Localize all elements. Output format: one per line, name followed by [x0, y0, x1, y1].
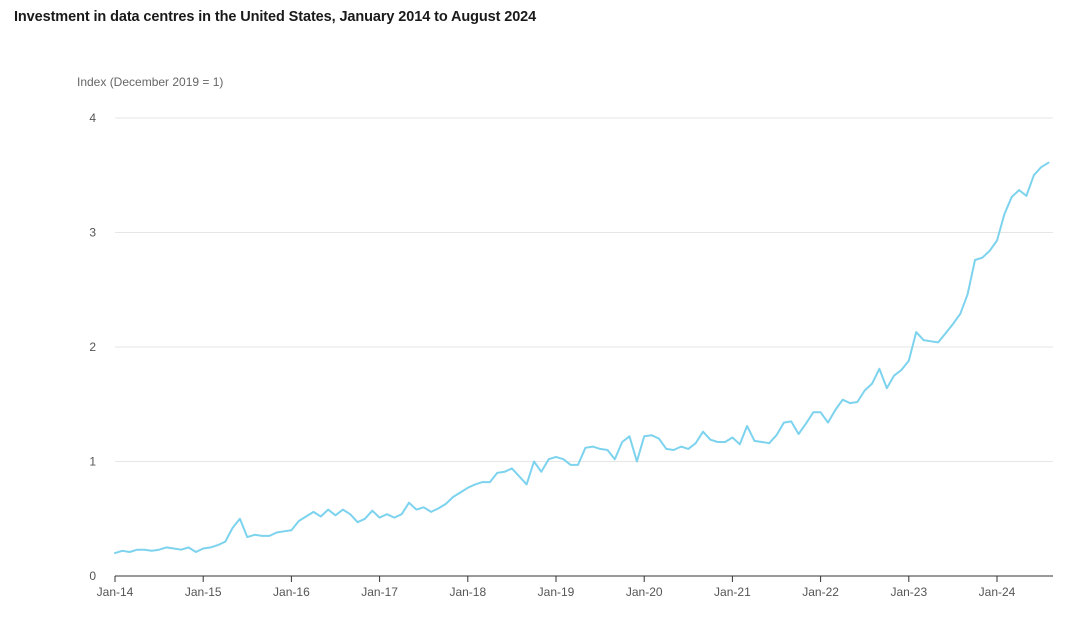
x-tick-label: Jan-14: [97, 585, 134, 599]
x-tick-label: Jan-20: [626, 585, 663, 599]
y-tick-label: 4: [89, 111, 96, 125]
x-tick-label: Jan-21: [714, 585, 751, 599]
x-tick-label: Jan-19: [538, 585, 575, 599]
series-line: [114, 161, 1050, 555]
x-tick-label: Jan-24: [979, 585, 1016, 599]
y-tick-labels: 0 1 2 3 4: [89, 111, 96, 583]
x-tick-label: Jan-18: [449, 585, 486, 599]
x-tick-label: Jan-16: [273, 585, 310, 599]
y-axis-label: Index (December 2019 = 1): [77, 75, 224, 89]
x-tick-label: Jan-22: [802, 585, 839, 599]
chart-title: Investment in data centres in the United…: [14, 9, 537, 25]
x-tick-label: Jan-15: [185, 585, 222, 599]
x-axis: Jan-14 Jan-15 Jan-16 Jan-17 Jan-18 Jan-19 Jan-…: [97, 575, 1053, 599]
x-tick-label: Jan-23: [890, 585, 927, 599]
gridlines: [115, 117, 1053, 462]
y-tick-label: 3: [89, 226, 96, 240]
y-tick-label: 0: [89, 569, 96, 583]
x-tick-label: Jan-17: [361, 585, 398, 599]
series-layer: [114, 161, 1050, 555]
y-tick-label: 2: [89, 340, 96, 354]
y-tick-label: 1: [89, 455, 96, 469]
